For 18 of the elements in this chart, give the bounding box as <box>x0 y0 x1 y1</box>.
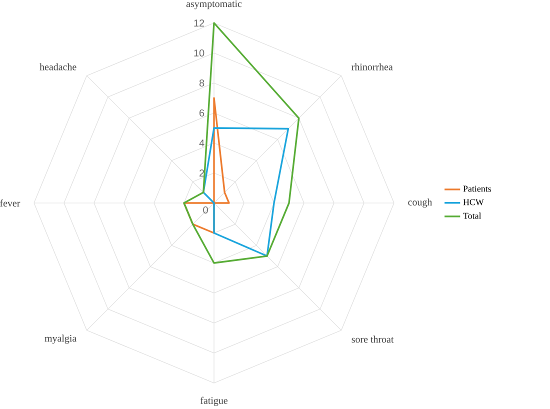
y-tick-label: 12 <box>194 20 204 26</box>
spoke-label: cough <box>408 198 432 208</box>
y-tick-label: 10 <box>194 49 204 57</box>
spoke-label: asymptomatic <box>186 0 242 10</box>
spoke-label: rhinorrhea <box>352 63 393 70</box>
spoke-label: fatigue <box>200 396 228 406</box>
spoke-label: sore throat <box>352 336 394 343</box>
spoke-label: headache <box>40 63 76 70</box>
y-tick-label: 0 <box>203 206 208 214</box>
y-tick-label: 2 <box>200 170 204 176</box>
y-tick-label: 4 <box>199 140 204 146</box>
legend-label: Total <box>463 212 482 219</box>
y-tick-label: 6 <box>200 109 204 117</box>
y-tick-label: 8 <box>199 79 204 87</box>
legend-label: HCW <box>463 199 484 206</box>
spoke-label: myalgia <box>44 334 76 344</box>
legend-label: Patients <box>463 186 492 192</box>
spoke-label: fever <box>0 199 20 207</box>
